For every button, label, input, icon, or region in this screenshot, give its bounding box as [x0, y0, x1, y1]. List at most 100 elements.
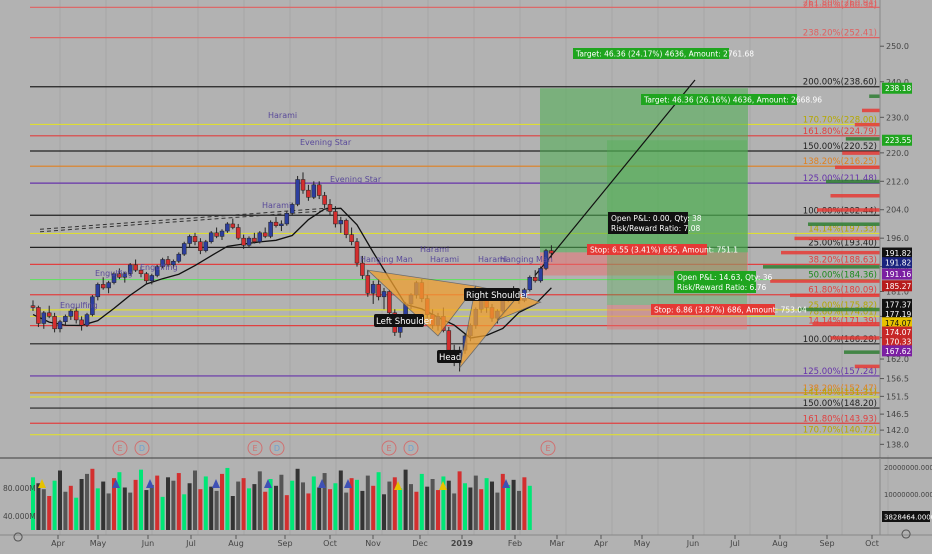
pattern-label: Engulfing [140, 263, 178, 272]
price-tick-label: 220.0 [886, 149, 909, 158]
fib-level-label: 78.60%(174.01) [808, 307, 877, 317]
event-marker-earnings[interactable] [381, 440, 397, 456]
volume-bar [79, 479, 84, 530]
event-marker-dividend[interactable] [403, 440, 419, 456]
gear-icon[interactable] [901, 529, 911, 539]
event-marker-earnings[interactable] [540, 440, 556, 456]
candle-bearish [387, 291, 392, 314]
volume-profile-bar [781, 250, 880, 255]
volume-bar [398, 488, 403, 530]
time-tick-label: Apr [594, 539, 609, 548]
target-label: Target: 46.36 (24.17%) 4636, Amount: 276… [575, 50, 754, 59]
candle-bullish [543, 250, 549, 269]
volume-bar [112, 478, 116, 530]
volume-profile-bar [770, 279, 880, 283]
price-tick-label: 204.0 [886, 206, 909, 215]
pattern-label: Engulfing [60, 301, 98, 310]
price-axis-layer[interactable]: 250.0240.0230.0220.0212.0204.0196.0188.0… [803, 0, 932, 535]
price-badge-label: 177.37 [885, 300, 911, 309]
candle-bearish [306, 189, 311, 198]
volume-bar [117, 472, 122, 530]
candle-bullish [95, 284, 101, 298]
volume-pattern-marker [502, 479, 510, 488]
fib-level-label: 50.00%(184.36) [808, 271, 877, 281]
candle-bearish [262, 232, 268, 237]
candle-bullish [311, 184, 317, 198]
volume-bar [139, 469, 143, 530]
price-tick-label: 250.0 [886, 42, 909, 51]
candle-bullish [289, 204, 295, 214]
price-tick-label: 146.5 [886, 410, 909, 419]
time-tick-label: May [634, 539, 651, 548]
volume-bar [511, 479, 516, 530]
fib-level-label: 14.14%(197.33) [808, 224, 877, 234]
pattern-label: Evening Star [330, 175, 382, 184]
event-marker-dividend[interactable] [269, 440, 285, 456]
price-badge [882, 257, 912, 269]
volume-bar [360, 490, 365, 530]
candle-bullish [181, 243, 187, 255]
event-marker-earnings[interactable] [247, 440, 263, 456]
time-tick-label: Jul [185, 539, 196, 548]
price-tick-label: 240.0 [886, 78, 909, 87]
volume-bar [441, 476, 446, 530]
candle-bearish [230, 223, 236, 228]
time-axis-bg [0, 535, 932, 550]
fib-level-label: 150.00%(220.52) [803, 142, 877, 152]
volume-bar [419, 473, 424, 530]
volume-bar [90, 468, 95, 530]
pnl-label: Open P&L: 0.00, Qty: 38 [611, 214, 702, 223]
stop-label: Stop: 6.86 (3.87%) 686, Amount: 753.04 [654, 306, 807, 315]
volume-profile-bar [817, 208, 880, 212]
volume-bar [230, 496, 235, 530]
volume-bar [52, 480, 57, 530]
volume-bar [484, 478, 489, 530]
candle-bullish [122, 273, 128, 278]
event-marker-dividend[interactable] [134, 440, 150, 456]
fib-level-label: 161.80%(224.79) [803, 127, 877, 137]
candle-bearish [327, 204, 333, 212]
settings-icon[interactable] [13, 532, 23, 542]
price-tick-label: 212.0 [886, 177, 909, 186]
price-axis-bg [880, 0, 932, 455]
time-axis[interactable]: Apr May Jun Jul Aug Sep Oct Nov Dec 2019 Feb Mar Apr… [0, 529, 932, 550]
time-tick-label: Apr [51, 539, 66, 548]
stop-label-bg [587, 244, 707, 255]
time-tick-label: Oct [323, 539, 337, 548]
volume-profile-bar [862, 108, 880, 113]
candle-bearish [138, 269, 144, 274]
volume-bar [85, 473, 89, 530]
fib-level-label: 150.00%(148.20) [803, 399, 877, 409]
candle-bearish [343, 220, 349, 235]
event-marker-earnings[interactable] [112, 440, 128, 456]
volume-bar [506, 484, 511, 530]
pnl-box [608, 212, 688, 234]
volume-bar [387, 481, 392, 530]
volume-bar [376, 472, 381, 530]
stop-label-bg [651, 304, 775, 315]
labels-layer: Left Shoulder Right Shoulder Head Target: 4… [112, 48, 822, 456]
volume-pattern-marker [318, 479, 326, 488]
pnl-label: Open P&L: 14.63, Qty: 36 [677, 273, 773, 282]
candle-bullish [246, 237, 252, 246]
candle-bullish [106, 282, 111, 289]
volume-bar [284, 495, 289, 530]
volume-bar [241, 478, 246, 530]
fib-level-label: 14.14%(171.39) [808, 317, 877, 327]
candle-bullish [527, 277, 533, 290]
candle-bearish [322, 195, 327, 205]
fib-level-label: 261.80%(260.94) [803, 0, 877, 8]
annotation-label: Left Shoulder [376, 317, 433, 327]
candle-bearish [446, 330, 452, 351]
fib-level-label: 25.00%(175.82) [808, 301, 877, 311]
volume-bar [349, 478, 354, 530]
volume-bar [225, 467, 230, 530]
volume-bar [122, 487, 127, 530]
rr-label: Risk/Reward Ratio: 6.76 [677, 283, 766, 292]
volume-bar [31, 477, 35, 530]
fib-level-label: 38.20%(188.63) [808, 255, 877, 265]
time-tick-label: Dec [412, 539, 427, 548]
price-badge-label: 174.07 [885, 328, 911, 337]
fib-level-label: 100.00%(166.28) [803, 335, 877, 345]
